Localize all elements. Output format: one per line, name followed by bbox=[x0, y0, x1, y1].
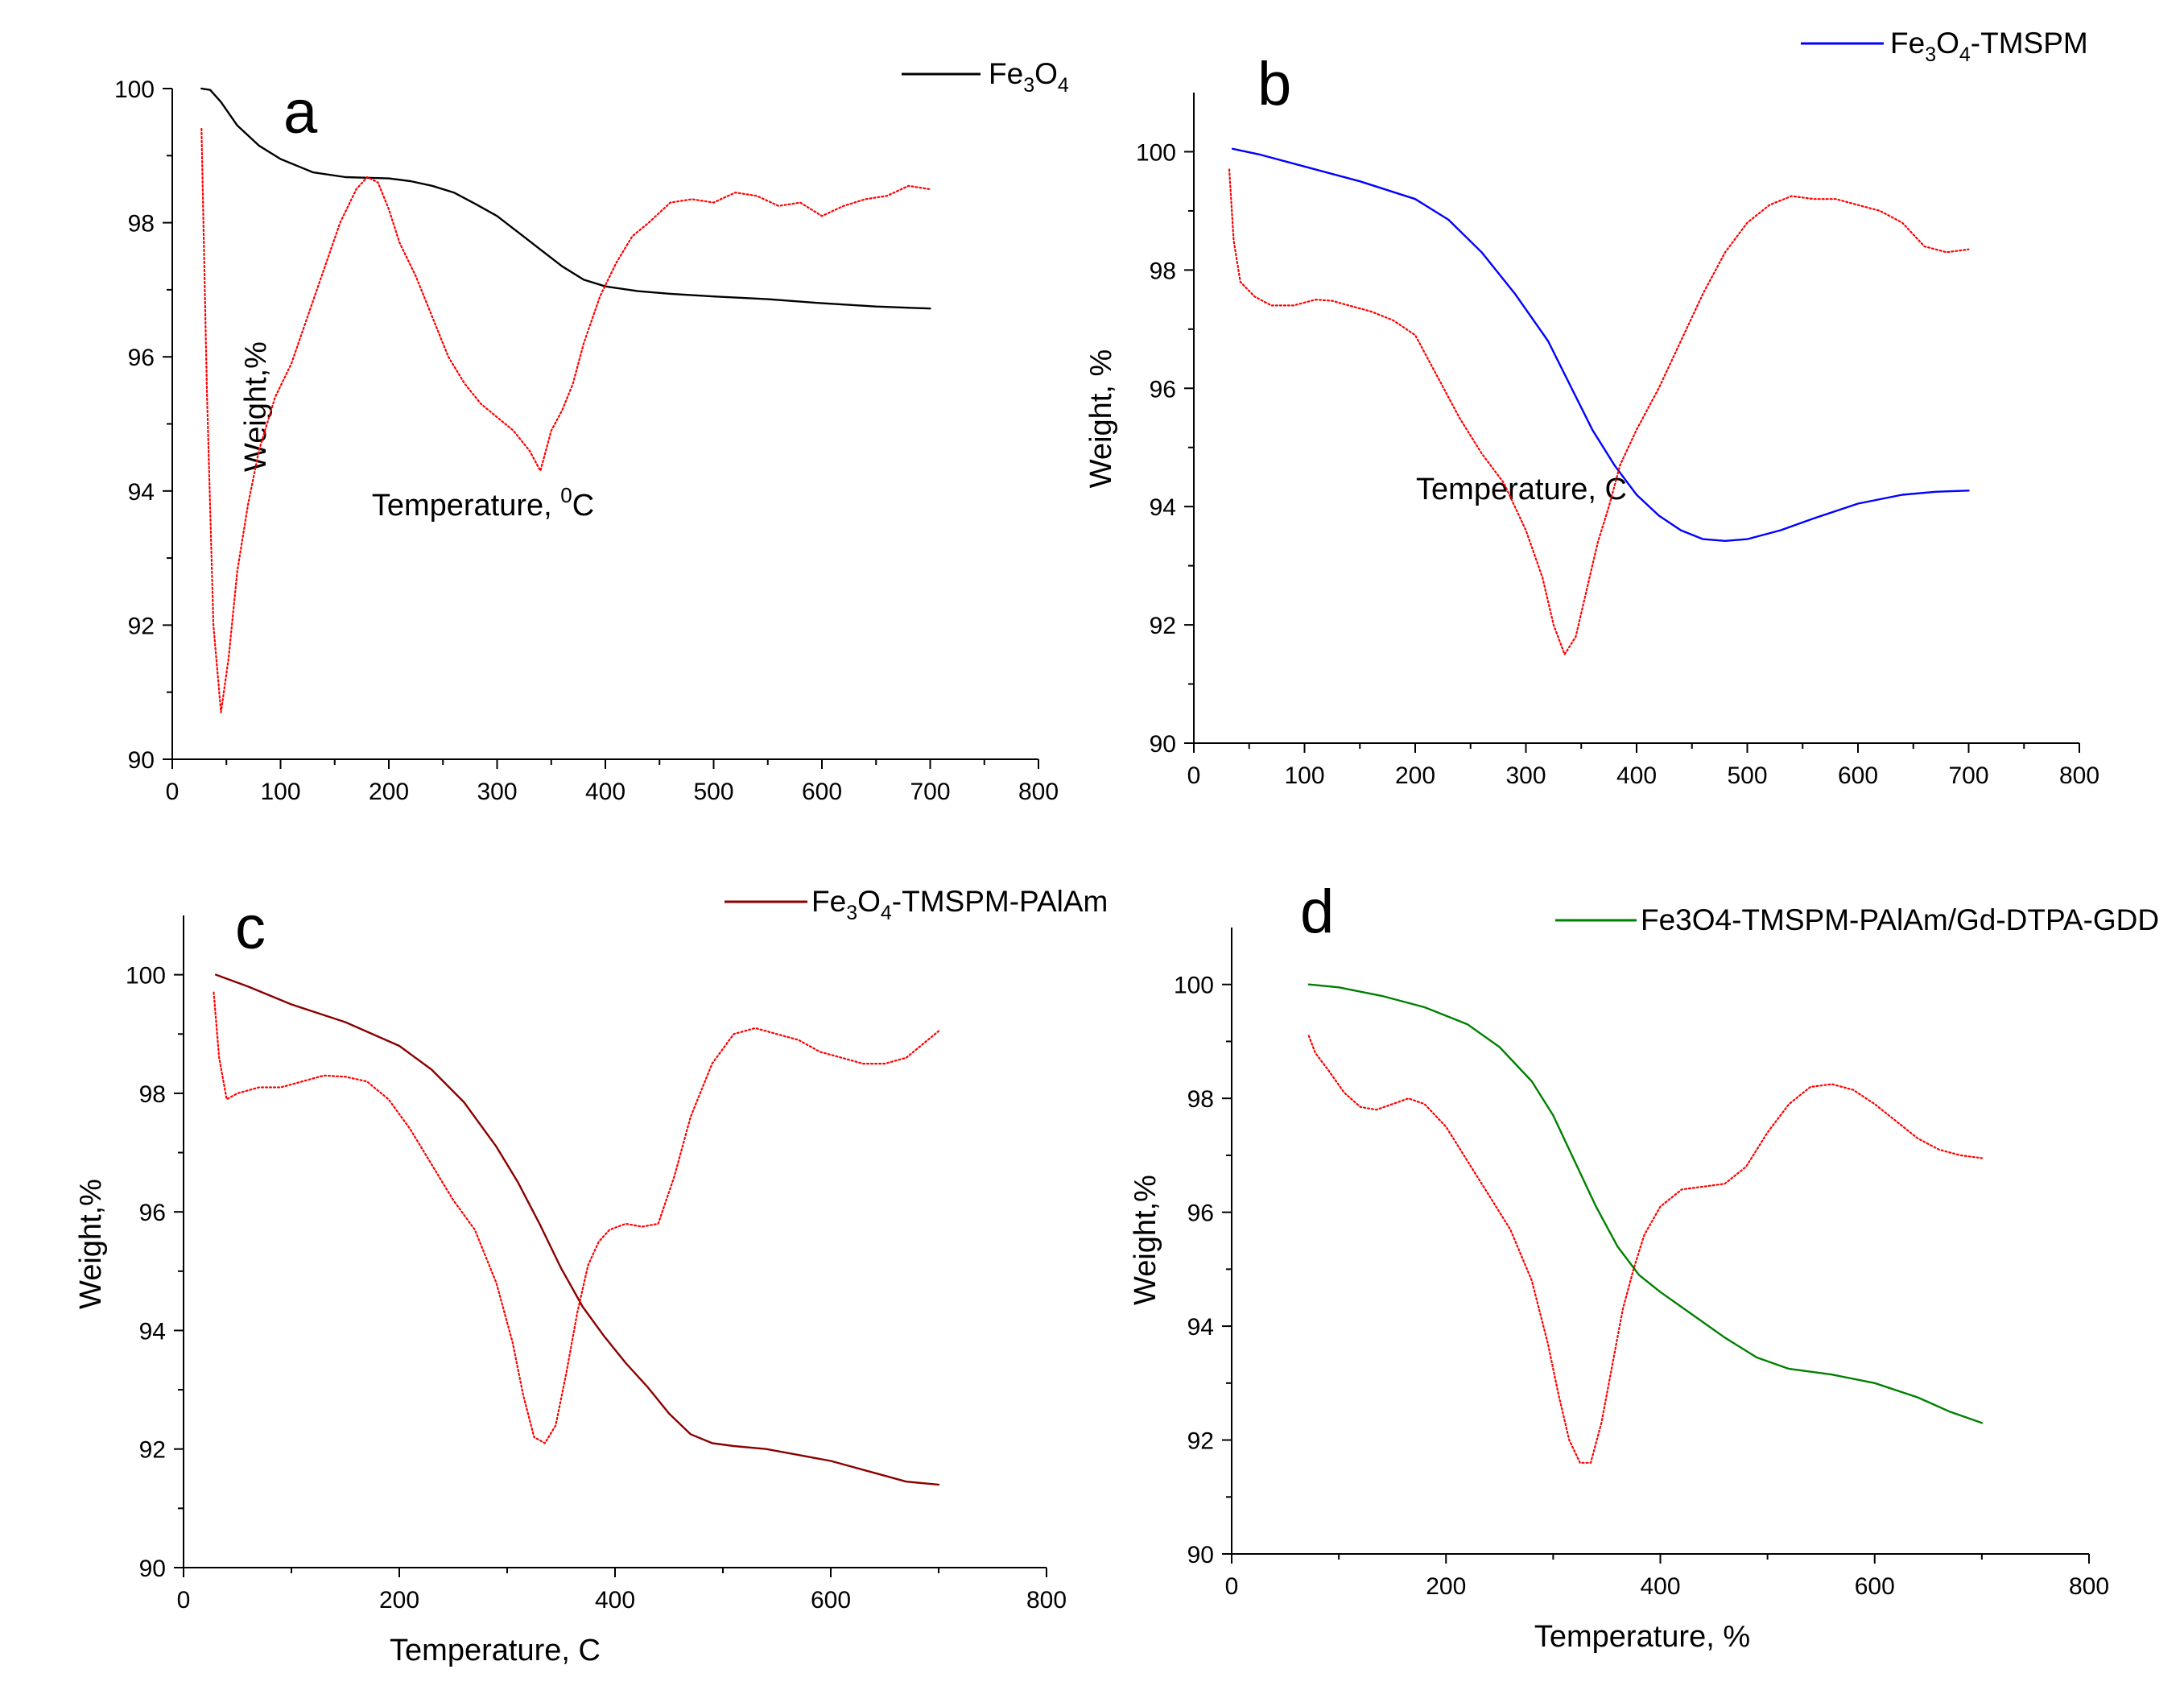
y-tick-label-b: 100 bbox=[1136, 139, 1176, 166]
x-tick-label-d: 400 bbox=[1640, 1573, 1680, 1600]
series-weight-line-b bbox=[1231, 147, 1970, 542]
x-tick-label-b: 300 bbox=[1505, 762, 1546, 789]
legend-label-d: Fe3O4-TMSPM-PAlAm/Gd-DTPA-GDD bbox=[1641, 903, 2159, 936]
legend-label-b: Fe3O4-TMSPM bbox=[1890, 27, 2088, 66]
x-tick-label-b: 800 bbox=[2059, 762, 2099, 789]
x-tick-label-a: 0 bbox=[166, 779, 180, 805]
x-tick-label-a: 200 bbox=[369, 779, 409, 805]
y-tick-label-d: 96 bbox=[1187, 1200, 1214, 1227]
x-tick-label-b: 200 bbox=[1395, 762, 1435, 789]
axes-c bbox=[183, 915, 1047, 1568]
x-tick-label-b: 100 bbox=[1284, 762, 1324, 789]
x-tick-label-c: 800 bbox=[1026, 1587, 1067, 1614]
series-derivative-line-c bbox=[213, 991, 940, 1444]
x-axis-title-b: Temperature, C bbox=[1416, 473, 1627, 506]
series-derivative-line-a bbox=[200, 127, 931, 713]
series-derivative-line-d bbox=[1307, 1035, 1983, 1464]
x-axis-title-d: Temperature, % bbox=[1534, 1620, 1750, 1654]
x-tick-label-c: 600 bbox=[811, 1587, 851, 1614]
y-axis-title-a: Weight,% bbox=[239, 341, 273, 472]
y-tick-label-a: 96 bbox=[128, 345, 155, 371]
x-tick-label-d: 600 bbox=[1855, 1573, 1895, 1600]
x-tick-label-c: 200 bbox=[379, 1587, 419, 1614]
panel-letter-c: c bbox=[235, 894, 266, 962]
y-tick-label-a: 90 bbox=[128, 747, 155, 774]
y-tick-label-d: 98 bbox=[1187, 1086, 1214, 1113]
panel-c: 0 200 400 600 800 90 92 94 96 98 100 Temperature, C… bbox=[74, 885, 1108, 1667]
y-tick-label-a: 94 bbox=[128, 479, 155, 506]
x-tick-label-a: 100 bbox=[260, 779, 300, 805]
y-tick-label-c: 94 bbox=[139, 1318, 166, 1345]
y-tick-label-c: 90 bbox=[139, 1556, 166, 1582]
y-tick-label-c: 100 bbox=[126, 963, 166, 990]
series-weight-line-c bbox=[215, 973, 940, 1486]
x-axis-title-a: Temperature, 0C bbox=[372, 483, 594, 523]
x-tick-label-a: 400 bbox=[585, 779, 625, 805]
y-tick-label-b: 96 bbox=[1150, 376, 1176, 403]
y-tick-label-d: 94 bbox=[1187, 1314, 1214, 1341]
x-tick-label-d: 800 bbox=[2069, 1573, 2109, 1600]
x-tick-label-d: 0 bbox=[1225, 1573, 1239, 1600]
x-tick-label-a: 700 bbox=[910, 779, 950, 805]
x-tick-label-b: 0 bbox=[1187, 762, 1201, 789]
panel-a: 0 100 200 300 400 500 600 700 800 90 92 94 96 98 100 Te… bbox=[114, 57, 1069, 805]
y-tick-label-c: 96 bbox=[139, 1200, 166, 1226]
y-tick-label-c: 98 bbox=[139, 1081, 166, 1108]
y-tick-label-b: 94 bbox=[1150, 494, 1176, 521]
series-weight-line-a bbox=[200, 87, 931, 310]
panel-letter-d: d bbox=[1300, 878, 1334, 946]
y-tick-label-d: 100 bbox=[1174, 973, 1214, 999]
x-tick-label-b: 600 bbox=[1838, 762, 1878, 789]
x-tick-label-a: 600 bbox=[802, 779, 842, 805]
y-tick-label-b: 90 bbox=[1150, 731, 1176, 758]
legend-label-a: Fe3O4 bbox=[989, 57, 1069, 97]
y-tick-label-a: 98 bbox=[128, 211, 155, 238]
x-tick-label-b: 400 bbox=[1616, 762, 1657, 789]
panel-d: 0 200 400 600 800 90 92 94 96 98 100 Temperature, %… bbox=[1129, 878, 2159, 1654]
y-tick-label-a: 100 bbox=[114, 76, 155, 103]
y-tick-label-a: 92 bbox=[128, 613, 155, 639]
x-tick-label-a: 300 bbox=[477, 779, 517, 805]
x-tick-label-b: 700 bbox=[1948, 762, 1988, 789]
series-weight-line-d bbox=[1307, 983, 1984, 1424]
series-derivative-line-b bbox=[1228, 168, 1970, 655]
axes-b bbox=[1193, 93, 2079, 744]
y-tick-label-d: 92 bbox=[1187, 1428, 1214, 1455]
x-tick-label-d: 200 bbox=[1426, 1573, 1466, 1600]
legend-label-c: Fe3O4-TMSPM-PAlAm bbox=[811, 885, 1108, 924]
x-tick-label-c: 400 bbox=[595, 1587, 635, 1614]
axes-d bbox=[1231, 928, 2089, 1555]
axes-a bbox=[171, 89, 1038, 760]
y-tick-label-b: 98 bbox=[1150, 258, 1176, 284]
panel-letter-b: b bbox=[1257, 50, 1291, 118]
y-axis-title-c: Weight,% bbox=[74, 1179, 108, 1309]
y-tick-label-d: 90 bbox=[1187, 1542, 1214, 1568]
y-tick-label-c: 92 bbox=[139, 1437, 166, 1464]
x-tick-label-a: 800 bbox=[1018, 779, 1059, 805]
x-tick-label-b: 500 bbox=[1727, 762, 1767, 789]
x-tick-label-c: 0 bbox=[177, 1587, 191, 1614]
panel-b: 0 100 200 300 400 500 600 700 800 90 92 94 96 98 100 Te… bbox=[1084, 27, 2099, 789]
y-axis-title-d: Weight,% bbox=[1129, 1175, 1162, 1305]
panel-letter-a: a bbox=[283, 78, 318, 147]
x-axis-title-c: Temperature, C bbox=[390, 1634, 601, 1667]
x-tick-label-a: 500 bbox=[693, 779, 733, 805]
y-tick-label-b: 92 bbox=[1150, 613, 1176, 639]
y-axis-title-b: Weight, % bbox=[1084, 349, 1118, 488]
